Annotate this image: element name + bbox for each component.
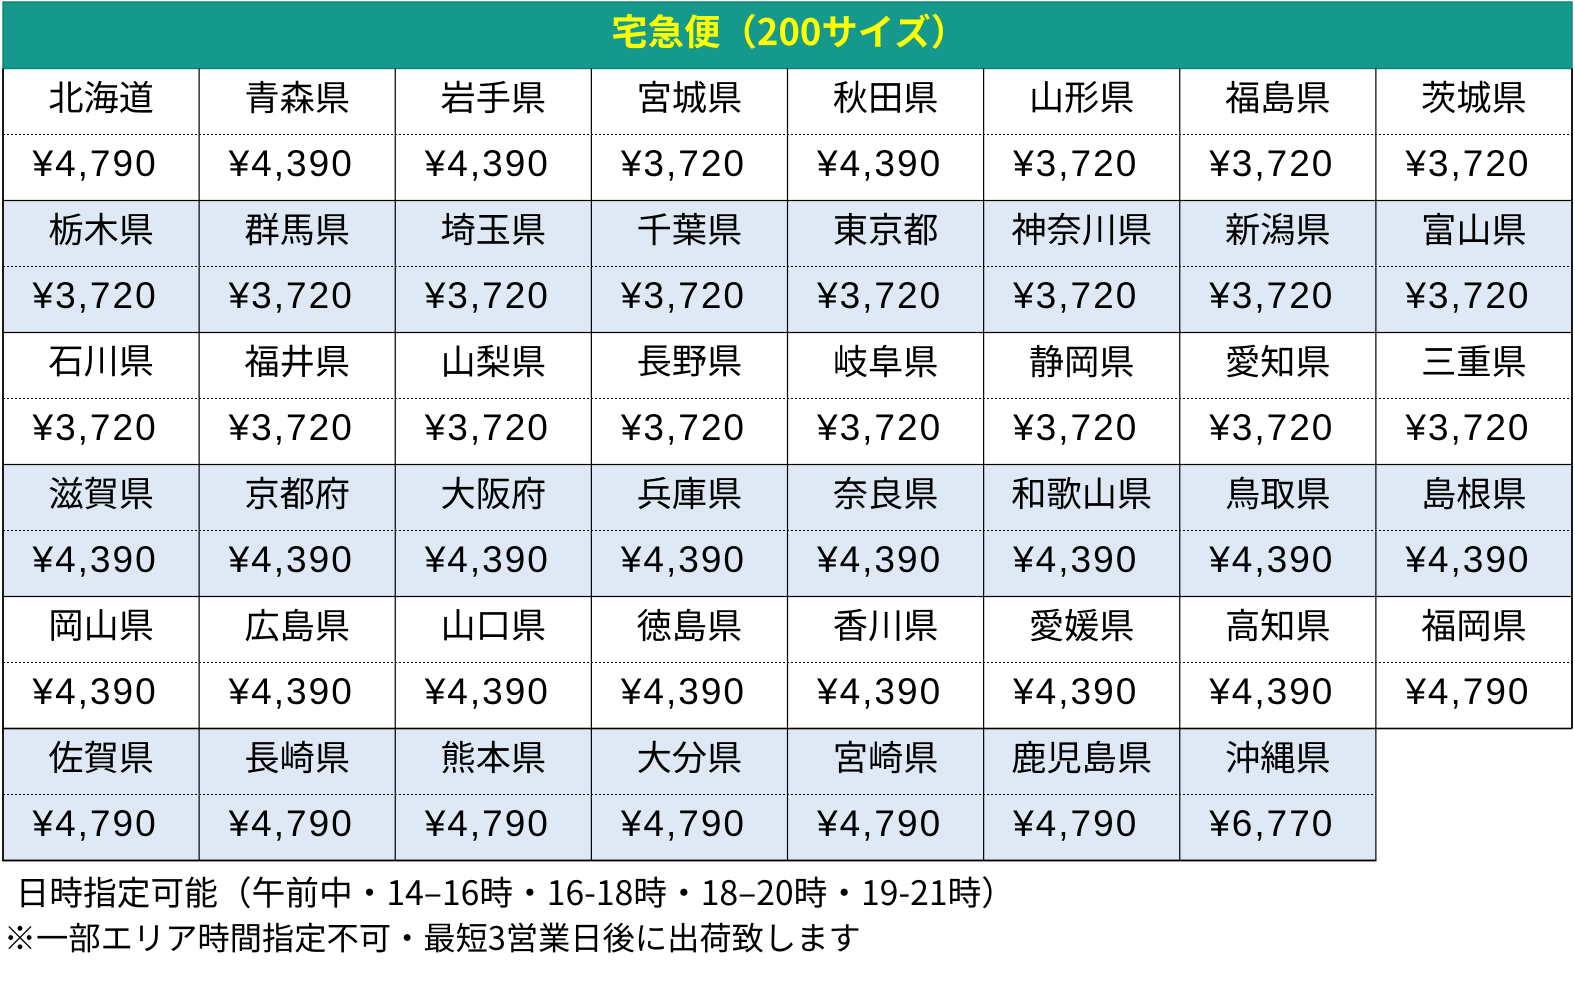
svg-text:¥4,390: ¥4,390: [620, 539, 746, 580]
svg-text:¥4,390: ¥4,390: [620, 671, 746, 712]
svg-text:¥3,720: ¥3,720: [1012, 275, 1138, 316]
svg-text:¥4,390: ¥4,390: [228, 539, 354, 580]
svg-text:¥3,720: ¥3,720: [228, 407, 354, 448]
svg-text:¥4,790: ¥4,790: [1404, 671, 1530, 712]
svg-text:¥3,720: ¥3,720: [424, 407, 550, 448]
svg-text:¥4,390: ¥4,390: [816, 143, 942, 184]
svg-text:¥3,720: ¥3,720: [1404, 143, 1530, 184]
svg-text:¥4,390: ¥4,390: [816, 539, 942, 580]
svg-text:¥4,790: ¥4,790: [620, 803, 746, 844]
svg-text:¥3,720: ¥3,720: [1012, 407, 1138, 448]
svg-text:¥3,720: ¥3,720: [816, 275, 942, 316]
svg-text:¥3,720: ¥3,720: [1404, 275, 1530, 316]
svg-text:¥4,390: ¥4,390: [424, 143, 550, 184]
svg-text:¥3,720: ¥3,720: [620, 143, 746, 184]
svg-text:¥4,390: ¥4,390: [1404, 539, 1530, 580]
svg-text:¥4,390: ¥4,390: [32, 671, 158, 712]
svg-text:¥3,720: ¥3,720: [32, 275, 158, 316]
svg-text:¥3,720: ¥3,720: [816, 407, 942, 448]
svg-text:¥4,390: ¥4,390: [32, 539, 158, 580]
svg-text:¥4,390: ¥4,390: [1012, 671, 1138, 712]
svg-text:¥4,790: ¥4,790: [32, 143, 158, 184]
svg-text:¥4,790: ¥4,790: [816, 803, 942, 844]
svg-text:¥3,720: ¥3,720: [1012, 143, 1138, 184]
svg-text:¥4,390: ¥4,390: [424, 539, 550, 580]
svg-text:¥4,390: ¥4,390: [1208, 539, 1334, 580]
svg-text:¥3,720: ¥3,720: [1208, 143, 1334, 184]
svg-text:¥4,790: ¥4,790: [32, 803, 158, 844]
svg-text:¥3,720: ¥3,720: [1208, 407, 1334, 448]
svg-text:¥4,390: ¥4,390: [228, 671, 354, 712]
svg-text:¥3,720: ¥3,720: [228, 275, 354, 316]
svg-text:¥4,790: ¥4,790: [424, 803, 550, 844]
svg-text:¥3,720: ¥3,720: [424, 275, 550, 316]
svg-text:¥3,720: ¥3,720: [620, 407, 746, 448]
svg-text:¥4,390: ¥4,390: [424, 671, 550, 712]
svg-text:¥4,390: ¥4,390: [816, 671, 942, 712]
svg-text:¥4,390: ¥4,390: [1208, 671, 1334, 712]
svg-text:¥4,390: ¥4,390: [1012, 539, 1138, 580]
svg-text:¥4,790: ¥4,790: [1012, 803, 1138, 844]
svg-text:¥3,720: ¥3,720: [620, 275, 746, 316]
svg-text:¥4,390: ¥4,390: [228, 143, 354, 184]
svg-text:¥6,770: ¥6,770: [1208, 803, 1334, 844]
svg-text:¥3,720: ¥3,720: [32, 407, 158, 448]
svg-text:¥3,720: ¥3,720: [1208, 275, 1334, 316]
svg-text:¥4,790: ¥4,790: [228, 803, 354, 844]
svg-text:¥3,720: ¥3,720: [1404, 407, 1530, 448]
